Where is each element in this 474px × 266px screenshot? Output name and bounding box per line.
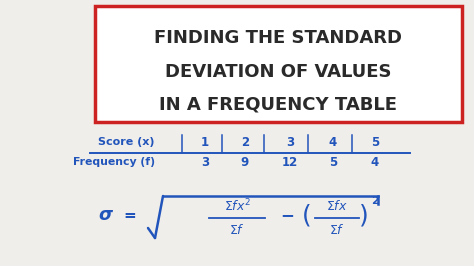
Text: ): ) [359,203,369,227]
Text: 9: 9 [241,156,249,168]
Text: $\Sigma fx$: $\Sigma fx$ [326,199,348,213]
Text: DEVIATION OF VALUES: DEVIATION OF VALUES [165,63,392,81]
Text: (: ( [302,203,312,227]
Text: 5: 5 [371,135,379,148]
Text: =: = [124,207,137,222]
Text: 3: 3 [286,135,294,148]
Bar [95,6,462,122]
Text: 2: 2 [371,196,379,206]
Text: 1: 1 [201,135,209,148]
Text: Score (x): Score (x) [99,137,155,147]
Text: $\Sigma f$: $\Sigma f$ [329,223,345,237]
Text: IN A FREQUENCY TABLE: IN A FREQUENCY TABLE [159,95,398,113]
Text: 2: 2 [241,135,249,148]
Text: $\Sigma fx^2$: $\Sigma fx^2$ [224,198,250,214]
Text: −: − [280,206,294,224]
Text: 12: 12 [282,156,298,168]
Text: Frequency (f): Frequency (f) [73,157,155,167]
Text: $\Sigma f$: $\Sigma f$ [229,223,245,237]
Text: 4: 4 [371,156,379,168]
Text: σ: σ [98,206,112,224]
Text: 4: 4 [329,135,337,148]
Text: 3: 3 [201,156,209,168]
Text: FINDING THE STANDARD: FINDING THE STANDARD [155,29,402,47]
Text: 5: 5 [329,156,337,168]
